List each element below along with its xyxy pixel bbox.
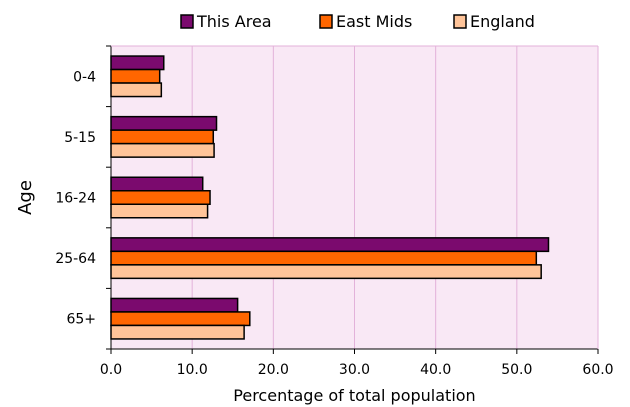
- y-axis-title: Age: [15, 180, 36, 215]
- x-tick-label: 50.0: [501, 362, 532, 378]
- legend-swatch: [453, 14, 467, 29]
- bar-0-4-this-area: [110, 55, 165, 71]
- bar-65+-this-area: [110, 297, 239, 313]
- category-labels: 0-4 5-15 16-24 25-64 65+: [55, 69, 96, 327]
- x-tick-label: 20.0: [258, 362, 289, 378]
- legend-swatch: [319, 14, 333, 29]
- bar-65+-england: [110, 324, 245, 340]
- category-label: 16-24: [55, 191, 96, 207]
- x-tick-label: 0.0: [100, 362, 122, 378]
- legend: This Area East Mids England: [180, 12, 535, 31]
- category-label: 5-15: [64, 130, 96, 146]
- x-tick-label: 30.0: [339, 362, 370, 378]
- x-tick-label: 10.0: [177, 362, 208, 378]
- legend-label: East Mids: [336, 12, 412, 31]
- bar-65+-east-mids: [110, 311, 251, 327]
- legend-swatch: [180, 14, 194, 29]
- axes: [106, 45, 599, 354]
- bar-16-24-england: [110, 203, 209, 219]
- x-tick-labels: 0.0 10.0 20.0 30.0 40.0 50.0 60.0: [100, 362, 614, 378]
- bar-5-15-east-mids: [110, 129, 215, 145]
- bar-25-64-east-mids: [110, 250, 538, 266]
- bar-16-24-east-mids: [110, 190, 211, 205]
- bar-25-64-england: [110, 264, 542, 280]
- x-axis-title: Percentage of total population: [233, 386, 475, 405]
- bar-5-15-this-area: [110, 115, 218, 131]
- bar-5-15-england: [110, 142, 215, 158]
- x-tick-label: 60.0: [582, 362, 613, 378]
- legend-label: England: [470, 12, 535, 31]
- bar-16-24-this-area: [110, 176, 204, 192]
- bar-0-4-east-mids: [110, 68, 161, 84]
- category-label: 25-64: [55, 251, 96, 267]
- x-tick-label: 40.0: [420, 362, 451, 378]
- bar-0-4-england: [110, 82, 163, 98]
- bar-25-64-this-area: [110, 237, 550, 253]
- category-label: 65+: [66, 312, 96, 328]
- category-label: 0-4: [73, 69, 96, 85]
- legend-label: This Area: [196, 12, 272, 31]
